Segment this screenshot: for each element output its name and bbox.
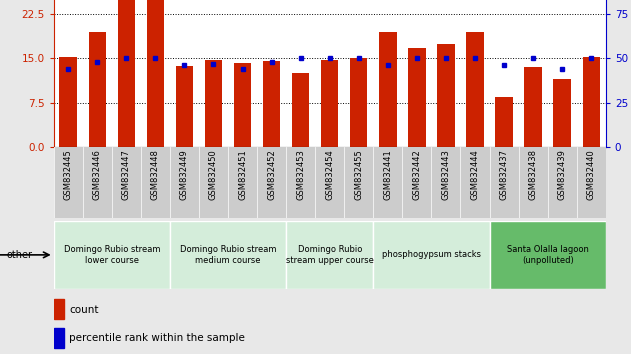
- Bar: [54, 299, 64, 319]
- Text: Domingo Rubio stream
medium course: Domingo Rubio stream medium course: [180, 245, 276, 264]
- Text: GSM832441: GSM832441: [383, 149, 392, 200]
- Text: GSM832451: GSM832451: [238, 149, 247, 200]
- Bar: [408, 48, 425, 147]
- Text: Domingo Rubio stream
lower course: Domingo Rubio stream lower course: [64, 245, 160, 264]
- Bar: [175, 66, 193, 147]
- Bar: [374, 221, 490, 289]
- Bar: [292, 73, 309, 147]
- Text: GSM832449: GSM832449: [180, 149, 189, 200]
- Text: other: other: [6, 250, 32, 260]
- Bar: [350, 58, 367, 147]
- Text: Santa Olalla lagoon
(unpolluted): Santa Olalla lagoon (unpolluted): [507, 245, 589, 264]
- Bar: [204, 59, 222, 147]
- Bar: [59, 57, 77, 147]
- Text: GSM832444: GSM832444: [471, 149, 480, 200]
- Bar: [490, 221, 606, 289]
- Text: GSM832439: GSM832439: [558, 149, 567, 200]
- Text: GSM832446: GSM832446: [93, 149, 102, 200]
- Bar: [54, 221, 170, 289]
- Bar: [54, 328, 64, 348]
- Bar: [88, 32, 106, 147]
- Text: GSM832438: GSM832438: [529, 149, 538, 200]
- Bar: [321, 59, 338, 147]
- Bar: [117, 0, 135, 147]
- Text: GSM832447: GSM832447: [122, 149, 131, 200]
- Bar: [437, 44, 455, 147]
- Bar: [582, 57, 600, 147]
- Text: GSM832455: GSM832455: [354, 149, 363, 200]
- Bar: [553, 79, 571, 147]
- Text: GSM832453: GSM832453: [296, 149, 305, 200]
- Bar: [524, 67, 542, 147]
- Text: GSM832450: GSM832450: [209, 149, 218, 200]
- Text: GSM832442: GSM832442: [413, 149, 422, 200]
- Bar: [170, 221, 286, 289]
- Text: percentile rank within the sample: percentile rank within the sample: [69, 333, 245, 343]
- Text: GSM832445: GSM832445: [64, 149, 73, 200]
- Text: count: count: [69, 305, 98, 315]
- Text: GSM832454: GSM832454: [325, 149, 334, 200]
- Text: GSM832437: GSM832437: [500, 149, 509, 200]
- Bar: [286, 221, 374, 289]
- Text: GSM832448: GSM832448: [151, 149, 160, 200]
- Text: Domingo Rubio
stream upper course: Domingo Rubio stream upper course: [286, 245, 374, 264]
- Text: GSM832443: GSM832443: [442, 149, 451, 200]
- Bar: [146, 0, 164, 147]
- Bar: [263, 61, 280, 147]
- Bar: [466, 32, 484, 147]
- Text: GSM832440: GSM832440: [587, 149, 596, 200]
- Bar: [234, 63, 251, 147]
- Bar: [495, 97, 513, 147]
- Bar: [379, 32, 396, 147]
- Text: GSM832452: GSM832452: [267, 149, 276, 200]
- Text: phosphogypsum stacks: phosphogypsum stacks: [382, 250, 481, 259]
